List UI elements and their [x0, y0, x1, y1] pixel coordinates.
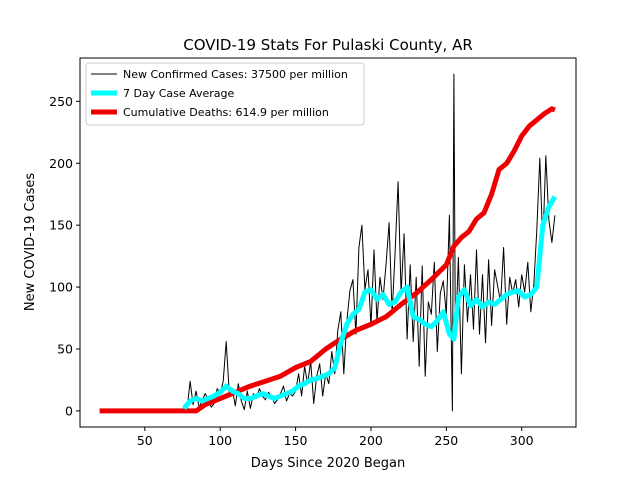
new-cases-line	[183, 73, 556, 412]
y-tick-label: 0	[65, 403, 73, 418]
x-tick-label: 50	[137, 433, 153, 448]
x-tick-label: 100	[208, 433, 232, 448]
y-tick-label: 150	[49, 218, 73, 233]
y-axis-label: New COVID-19 Cases	[23, 173, 38, 311]
y-tick-label: 100	[49, 280, 73, 295]
seven-day-average-line	[182, 195, 558, 410]
legend-item-seven-day-average: 7 Day Case Average	[123, 87, 235, 100]
legend-box	[85, 62, 365, 126]
x-tick-label: 150	[284, 433, 308, 448]
plot-area	[79, 57, 577, 428]
y-tick-label: 200	[49, 156, 73, 171]
y-tick-label: 250	[49, 94, 73, 109]
cumulative-deaths-line	[99, 106, 556, 414]
series-layer	[99, 73, 558, 414]
chart-title: COVID-19 Stats For Pulaski County, AR	[183, 36, 473, 54]
axis-ticks: 50 100 150 200 250 300 0 50 100 150 200 250	[49, 94, 534, 448]
legend-item-cumulative-deaths: Cumulative Deaths: 614.9 per million	[123, 106, 329, 119]
y-tick-label: 50	[57, 341, 73, 356]
x-tick-label: 300	[510, 433, 534, 448]
legend-item-new-cases: New Confirmed Cases: 37500 per million	[123, 68, 348, 81]
x-axis-label: Days Since 2020 Began	[251, 456, 406, 471]
x-tick-label: 250	[434, 433, 458, 448]
x-tick-label: 200	[359, 433, 383, 448]
legend: New Confirmed Cases: 37500 per million 7 …	[85, 62, 365, 126]
